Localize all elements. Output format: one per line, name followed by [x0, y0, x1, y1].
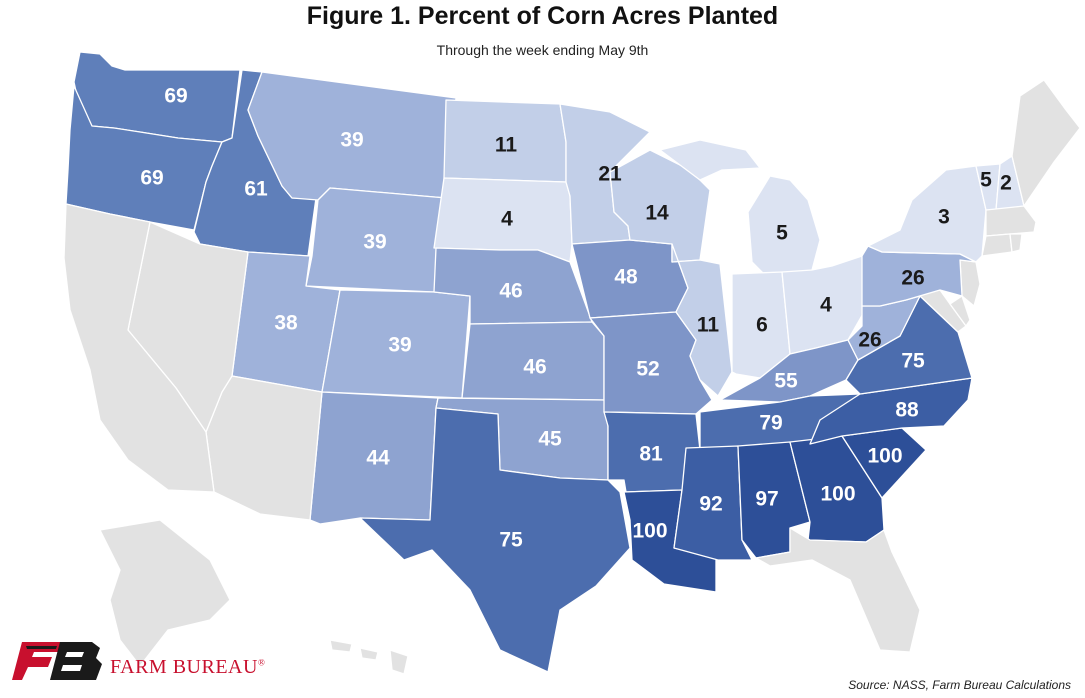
state-ak: [99, 519, 231, 667]
state-value-va: 75: [901, 350, 925, 373]
state-value-in: 6: [756, 314, 768, 337]
state-me: [1011, 79, 1081, 207]
state-value-ne: 46: [499, 280, 522, 303]
map-subtitle: Through the week ending May 9th: [436, 42, 649, 58]
state-value-mt: 39: [340, 129, 363, 152]
state-value-nd: 11: [495, 134, 518, 157]
state-value-vt: 5: [980, 169, 992, 192]
state-tx: [359, 407, 631, 673]
state-ca: [63, 203, 215, 493]
source-note: Source: NASS, Farm Bureau Calculations: [848, 678, 1071, 692]
state-value-ky: 55: [774, 370, 798, 393]
state-fl: [755, 527, 921, 653]
state-value-co: 39: [388, 334, 411, 357]
state-value-wa: 69: [164, 85, 187, 108]
state-value-nm: 44: [366, 447, 390, 470]
state-value-mi: 5: [776, 222, 788, 245]
state-value-il: 11: [697, 314, 720, 337]
state-value-wv: 26: [858, 329, 881, 352]
state-value-wi: 14: [645, 202, 669, 225]
state-value-ia: 48: [614, 266, 638, 289]
state-value-al: 97: [755, 488, 778, 511]
state-value-wy: 39: [363, 231, 386, 254]
state-value-ga: 100: [820, 483, 855, 506]
state-ri: [1009, 233, 1023, 253]
state-value-ks: 46: [523, 356, 546, 379]
state-value-sd: 4: [501, 208, 513, 231]
state-az: [205, 375, 323, 521]
state-value-ut: 38: [274, 312, 298, 335]
state-value-mn: 21: [598, 163, 622, 186]
state-ny: [867, 165, 987, 263]
state-value-ms: 92: [699, 493, 722, 516]
farm-bureau-logo-mark: [12, 642, 102, 680]
state-value-la: 100: [632, 520, 667, 543]
state-de: [949, 295, 971, 327]
state-value-ny: 3: [938, 206, 950, 229]
state-value-tn: 79: [759, 412, 782, 435]
state-il: [671, 243, 733, 397]
state-value-or: 69: [140, 167, 163, 190]
state-value-sc: 100: [867, 445, 902, 468]
state-value-tx: 75: [499, 529, 523, 552]
state-value-ar: 81: [639, 443, 663, 466]
state-mi: [659, 139, 821, 281]
state-value-nh: 2: [1000, 172, 1012, 195]
state-value-ok: 45: [538, 428, 562, 451]
state-value-nc: 88: [895, 399, 919, 422]
state-hi: [329, 639, 409, 675]
map-title: Figure 1. Percent of Corn Acres Planted: [306, 2, 779, 30]
state-ma: [985, 205, 1037, 237]
state-value-oh: 4: [820, 294, 832, 317]
state-value-id: 61: [244, 178, 268, 201]
farm-bureau-logo-text: FARM BUREAU®: [110, 656, 266, 678]
state-value-mo: 52: [636, 358, 659, 381]
state-value-pa: 26: [901, 267, 924, 290]
state-ct: [981, 233, 1013, 257]
state-co: [321, 289, 471, 399]
farm-bureau-logo: [12, 642, 102, 680]
